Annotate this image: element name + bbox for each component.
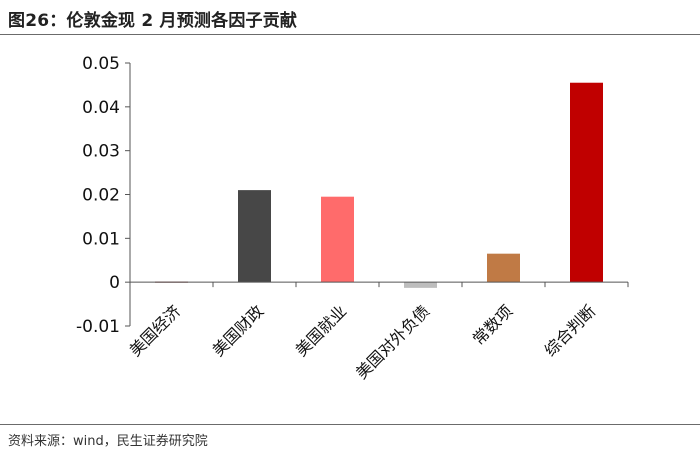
bar — [404, 282, 437, 288]
y-tick-label: 0.05 — [82, 54, 120, 74]
y-tick-label: -0.01 — [76, 317, 120, 337]
bar — [321, 196, 354, 283]
x-category-label: 美国对外负债 — [352, 301, 433, 382]
y-axis-ticks: -0.01 0 0.01 0.02 0.03 0.04 0.05 — [76, 54, 130, 337]
x-category-label: 常数项 — [469, 301, 516, 348]
y-tick-label: 0.04 — [82, 98, 120, 118]
figure-title: 图26：伦敦金现 2 月预测各因子贡献 — [8, 11, 298, 31]
x-category-label: 美国财政 — [209, 301, 268, 360]
y-tick-label: 0.01 — [82, 229, 120, 249]
y-tick-label: 0.02 — [82, 186, 120, 206]
y-tick-label: 0 — [109, 273, 120, 293]
bar — [238, 190, 271, 283]
bar — [570, 82, 603, 283]
x-category-label: 综合判断 — [541, 301, 600, 360]
x-axis-labels: 美国经济 美国财政 美国就业 美国对外负债 常数项 综合判断 — [126, 301, 600, 382]
bar — [487, 253, 520, 283]
bars — [155, 82, 603, 288]
x-category-label: 美国经济 — [126, 301, 185, 360]
axes — [129, 63, 629, 326]
x-category-label: 美国就业 — [292, 301, 351, 360]
title-divider — [0, 34, 700, 35]
source-note: 资料来源：wind，民生证券研究院 — [8, 434, 208, 449]
footer-divider — [0, 424, 700, 425]
y-tick-label: 0.03 — [82, 142, 120, 162]
bar-chart: -0.01 0 0.01 0.02 0.03 0.04 0.05 美国经济 美国财政 美国就业美… — [76, 54, 629, 383]
